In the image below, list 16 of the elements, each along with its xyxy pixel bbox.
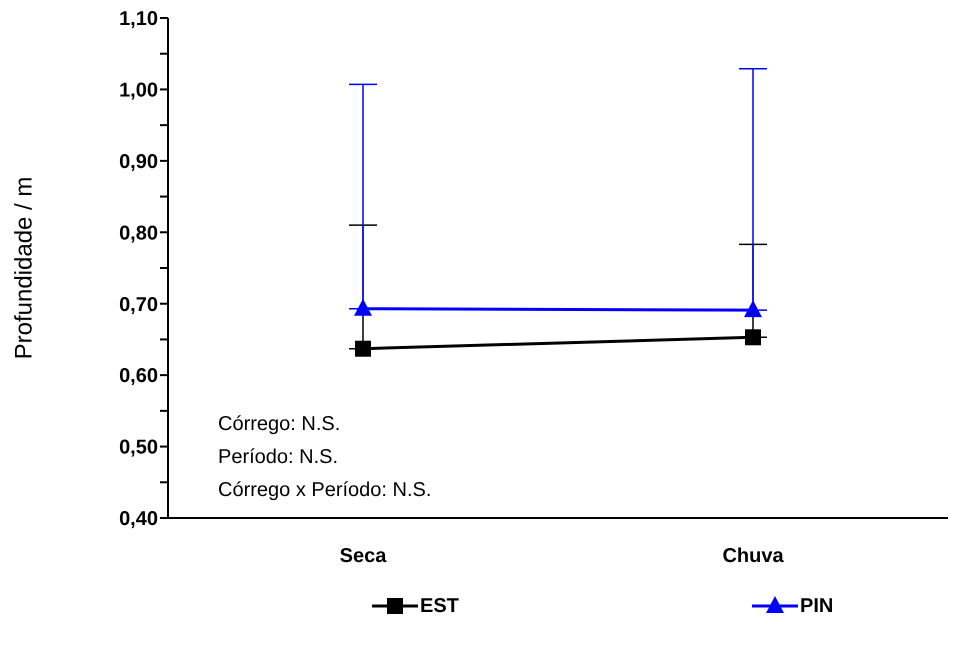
legend-label: EST — [420, 594, 459, 618]
y-tick-label: 0,80 — [119, 222, 158, 244]
y-tick-label: 0,60 — [119, 365, 158, 388]
x-tick-label: Seca — [340, 545, 388, 568]
annotation: Córrego: N.S. — [218, 412, 342, 437]
annotation: Período: N.S. — [218, 445, 340, 470]
y-tick-label: 0,40 — [119, 508, 158, 530]
y-tick-label: 0,50 — [119, 436, 158, 459]
y-axis-title: Profundidade / m — [10, 176, 38, 360]
annotation: Córrego x Período: N.S. — [218, 478, 432, 503]
y-tick-label: 1,00 — [119, 80, 158, 102]
y-tick-label: 0,70 — [119, 294, 158, 316]
y-tick-label: 0,90 — [119, 150, 158, 173]
legend-label: PIN — [800, 594, 834, 618]
y-tick-label: 1,10 — [119, 8, 158, 30]
x-tick-label: Chuva — [722, 545, 784, 568]
